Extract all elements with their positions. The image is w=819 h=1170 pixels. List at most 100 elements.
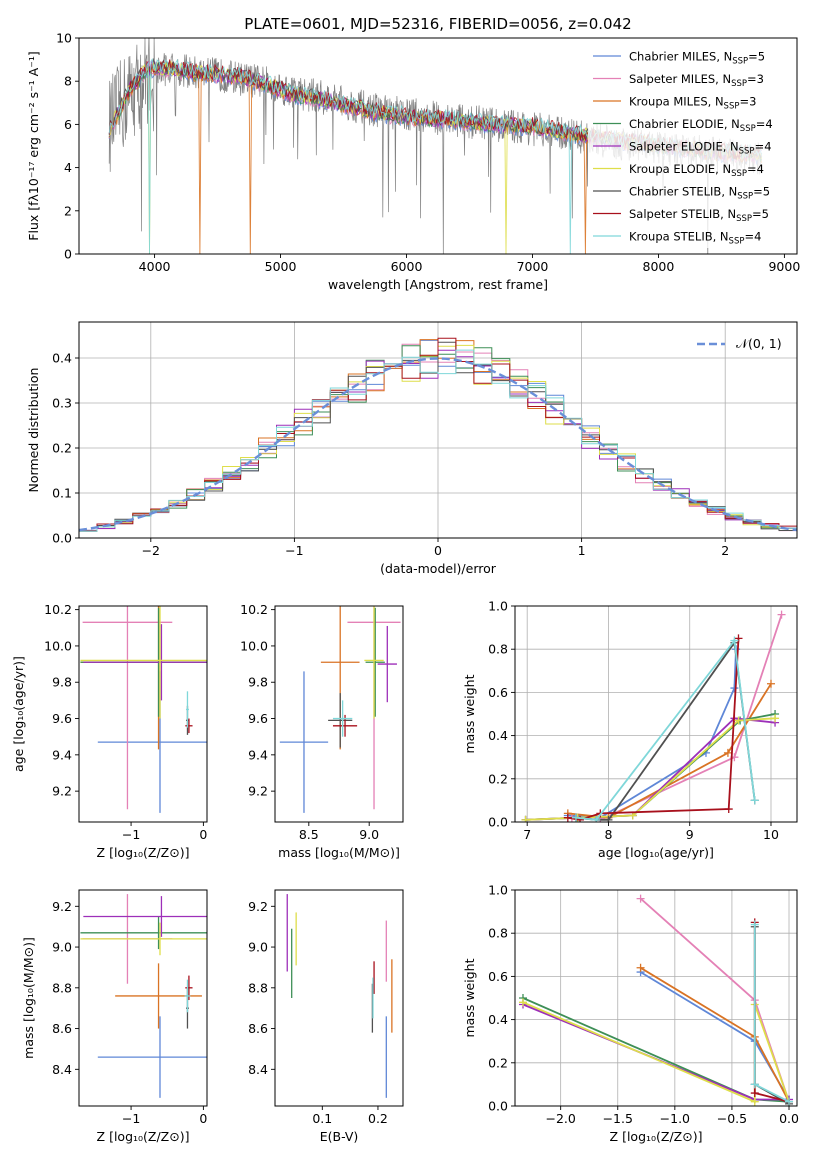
plot-area <box>515 606 797 822</box>
x-tick-label: 0.1 <box>312 1111 332 1126</box>
errorbar-point <box>80 606 207 719</box>
errorbar-point <box>80 922 207 956</box>
data-point <box>734 716 743 725</box>
y-tick-label: 9.0 <box>52 940 72 955</box>
y-tick-label: 9.2 <box>52 784 72 799</box>
x-tick-label: −2.0 <box>545 1111 575 1126</box>
y-tick-label: 0.4 <box>488 1012 508 1027</box>
x-axis-label: mass [log₁₀(M/M⊙)] <box>278 845 400 860</box>
y-tick-label: 0.1 <box>52 486 72 501</box>
gridlines <box>515 890 797 1106</box>
y-axis-label: mass [log₁₀(M/M⊙)] <box>21 937 36 1059</box>
panel-age-vs-Z: −1 0 9.2 9.4 9.6 9.8 10.0 10.2 Z [log₁₀(Z/Z⊙)] ag… <box>11 602 208 860</box>
x-tick-label: 6000 <box>391 259 423 274</box>
y-tick-label: 0.8 <box>488 642 508 657</box>
y-tick-label: 0.4 <box>52 351 72 366</box>
data-point <box>592 815 601 822</box>
x-tick-label: −1.0 <box>660 1111 690 1126</box>
plot-area <box>279 606 401 813</box>
panel-mass-vs-EBV: 0.1 0.2 8.4 8.6 8.8 9.0 9.2 E(B-V) <box>248 889 404 1144</box>
errorbar-point <box>80 916 207 950</box>
x-tick-label: 9.0 <box>359 827 379 842</box>
data-point <box>576 815 585 822</box>
data-point <box>750 1089 759 1098</box>
y-tick-label: 0.3 <box>52 396 72 411</box>
data-point <box>750 1080 759 1089</box>
x-axis-label: Z [log₁₀(Z/Z⊙)] <box>97 845 190 860</box>
y-tick-label: 0.2 <box>52 441 72 456</box>
errorbar-point <box>83 896 207 937</box>
y-tick-label: 9.2 <box>248 784 268 799</box>
y-tick-label: 0.2 <box>488 771 508 786</box>
panel-age-vs-mass: 8.5 9.0 9.2 9.4 9.6 9.8 10.0 10.2 mass [log₁₀(M/… <box>240 602 404 860</box>
series-line <box>571 636 759 822</box>
y-tick-label: 8 <box>64 74 72 89</box>
data-point <box>766 679 775 688</box>
series-path <box>522 1001 790 1104</box>
x-tick-label: −1 <box>122 827 140 842</box>
series-path <box>640 897 790 1102</box>
data-point <box>750 796 759 805</box>
x-tick-label: −1.5 <box>603 1111 633 1126</box>
y-tick-label: 8.8 <box>248 980 268 995</box>
data-point <box>730 636 739 645</box>
legend-entry: 𝒩(0, 1) <box>736 336 782 351</box>
y-tick-label: 1.0 <box>488 599 508 614</box>
x-tick-label: 2 <box>721 543 729 558</box>
x-tick-label: 4000 <box>139 259 171 274</box>
legend-box <box>588 42 793 248</box>
legend-entry: Kroupa STELIB, NSSP=4 <box>629 230 761 247</box>
legend: Chabrier MILES, NSSP=5 Salpeter MILES, NS… <box>588 42 793 248</box>
axes-frame <box>514 889 798 1107</box>
data-point <box>571 813 580 822</box>
x-tick-label: 5000 <box>265 259 297 274</box>
data-point <box>724 805 733 814</box>
chart-title: PLATE=0601, MJD=52316, FIBERID=0056, z=0… <box>244 15 631 33</box>
series-line <box>518 994 794 1106</box>
y-axis-label: mass weight <box>462 958 477 1037</box>
y-tick-label: 0.0 <box>488 815 508 830</box>
x-tick-label: −1 <box>122 1111 140 1126</box>
series-line <box>521 710 780 822</box>
x-tick-label: 9 <box>686 827 694 842</box>
y-tick-label: 9.0 <box>248 940 268 955</box>
axes-frame <box>78 605 208 823</box>
x-axis-label: wavelength [Angstrom, rest frame] <box>328 277 548 292</box>
x-tick-label: 0 <box>434 543 442 558</box>
data-point <box>636 963 645 972</box>
y-axis-label: mass weight <box>462 674 477 753</box>
x-tick-label: −2 <box>142 543 160 558</box>
y-tick-label: 0 <box>64 247 72 262</box>
y-tick-label: 0.4 <box>488 728 508 743</box>
y-tick-label: 8.4 <box>248 1062 268 1077</box>
x-tick-label: 1 <box>578 543 586 558</box>
x-tick-label: 8.5 <box>299 827 319 842</box>
panel-mass-vs-Z: −1 0 8.4 8.6 8.8 9.0 9.2 Z [log₁₀(Z/Z⊙)] mass [l… <box>21 889 208 1144</box>
errorbar-point <box>279 671 329 813</box>
data-point <box>563 813 572 822</box>
errorbar-point <box>364 606 384 719</box>
series-path <box>567 683 772 819</box>
errorbar-point <box>97 1016 207 1098</box>
data-point <box>730 684 739 693</box>
y-tick-label: 0.0 <box>52 531 72 546</box>
errorbar-point <box>83 624 207 701</box>
errorbar-point <box>332 700 353 737</box>
legend-entry: Chabrier ELODIE, NSSP=4 <box>629 117 773 134</box>
data-point <box>734 634 743 643</box>
plot-area <box>80 606 207 813</box>
legend-entry: Chabrier MILES, NSSP=5 <box>629 50 765 67</box>
series-line <box>563 679 775 822</box>
y-tick-label: 10.2 <box>44 602 72 617</box>
y-tick-label: 0.0 <box>488 1099 508 1114</box>
y-tick-label: 1.0 <box>488 883 508 898</box>
y-tick-label: 8.6 <box>248 1021 268 1036</box>
series-line <box>750 922 794 1106</box>
x-tick-label: −1 <box>285 543 303 558</box>
x-tick-label: 0.0 <box>779 1111 799 1126</box>
legend-entry: Salpeter ELODIE, NSSP=4 <box>629 140 772 157</box>
x-tick-label: −0.5 <box>717 1111 747 1126</box>
plot-area <box>80 894 207 1098</box>
y-tick-label: 0.2 <box>488 1055 508 1070</box>
series-path <box>522 997 790 1103</box>
